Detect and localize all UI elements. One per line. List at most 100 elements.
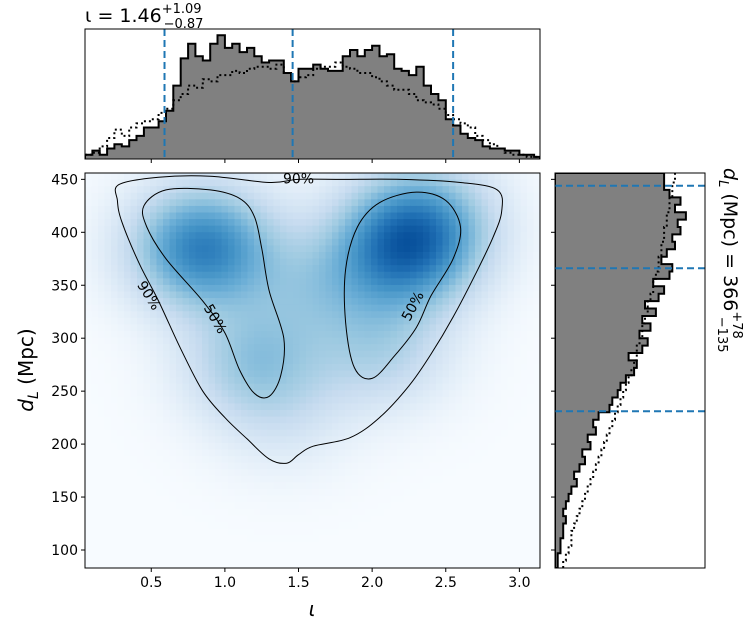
heatmap-cell — [345, 383, 353, 391]
heatmap-cell — [273, 212, 281, 220]
heatmap-cell — [364, 377, 372, 385]
heatmap-cell — [332, 482, 340, 490]
heatmap-cell — [442, 304, 450, 312]
heatmap-cell — [371, 561, 379, 568]
heatmap-cell — [481, 423, 489, 431]
heatmap-cell — [254, 383, 262, 391]
heatmap-cell — [260, 508, 268, 516]
heatmap-cell — [475, 383, 483, 391]
heatmap-cell — [221, 396, 229, 405]
heatmap-cell — [130, 436, 138, 444]
heatmap-cell — [475, 475, 483, 484]
heatmap-cell — [273, 232, 281, 240]
heatmap-cell — [228, 271, 236, 279]
heatmap-cell — [520, 528, 528, 536]
heatmap-cell — [299, 561, 307, 568]
heatmap-cell — [494, 469, 502, 477]
heatmap-cell — [130, 311, 138, 319]
heatmap-cell — [403, 199, 411, 207]
heatmap-cell — [501, 238, 509, 247]
heatmap-cell — [221, 403, 229, 411]
heatmap-cell — [455, 469, 463, 477]
heatmap-cell — [247, 515, 255, 523]
heatmap-cell — [533, 324, 540, 332]
heatmap-cell — [527, 179, 535, 187]
heatmap-cell — [371, 212, 379, 220]
heatmap-cell — [215, 383, 223, 391]
heatmap-cell — [416, 265, 424, 273]
heatmap-cell — [202, 291, 210, 299]
heatmap-cell — [117, 416, 125, 424]
heatmap-cell — [215, 317, 223, 326]
heatmap-cell — [202, 324, 210, 332]
heatmap-cell — [319, 442, 327, 451]
heatmap-cell — [130, 502, 138, 510]
heatmap-cell — [410, 219, 418, 227]
heatmap-cell — [319, 410, 327, 418]
heatmap-cell — [182, 462, 190, 470]
heatmap-cell — [273, 508, 281, 516]
heatmap-cell — [169, 449, 177, 457]
heatmap-cell — [377, 278, 385, 286]
heatmap-cell — [228, 186, 236, 194]
heatmap-cell — [111, 192, 119, 200]
heatmap-cell — [293, 383, 301, 391]
heatmap-cell — [111, 390, 119, 398]
heatmap-cell — [481, 436, 489, 444]
heatmap-cell — [416, 350, 424, 358]
heatmap-cell — [449, 357, 457, 365]
heatmap-cell — [520, 192, 528, 200]
heatmap-cell — [384, 219, 392, 227]
heatmap-cell — [390, 429, 398, 437]
heatmap-cell — [442, 436, 450, 444]
heatmap-cell — [111, 212, 119, 220]
heatmap-cell — [384, 350, 392, 358]
heatmap-cell — [117, 561, 125, 568]
heatmap-cell — [208, 363, 216, 372]
heatmap-cell — [397, 238, 405, 247]
heatmap-cell — [169, 456, 177, 464]
heatmap-cell — [195, 423, 203, 431]
heatmap-cell — [221, 298, 229, 306]
heatmap-cell — [91, 298, 99, 306]
heatmap-cell — [306, 521, 314, 530]
heatmap-cell — [494, 502, 502, 510]
heatmap-cell — [228, 192, 236, 200]
heatmap-cell — [527, 324, 535, 332]
heatmap-cell — [494, 541, 502, 549]
heatmap-cell — [85, 271, 93, 279]
heatmap-cell — [494, 548, 502, 556]
heatmap-cell — [397, 278, 405, 286]
heatmap-cell — [429, 462, 437, 470]
heatmap-cell — [325, 410, 333, 418]
heatmap-cell — [189, 258, 197, 266]
heatmap-cell — [371, 436, 379, 444]
heatmap-cell — [91, 304, 99, 312]
heatmap-cell — [247, 541, 255, 549]
heatmap-cell — [169, 298, 177, 306]
heatmap-cell — [228, 238, 236, 247]
heatmap-cell — [390, 232, 398, 240]
heatmap-cell — [345, 258, 353, 266]
heatmap-cell — [169, 423, 177, 431]
heatmap-cell — [390, 436, 398, 444]
heatmap-cell — [442, 429, 450, 437]
heatmap-cell — [514, 225, 522, 233]
heatmap-cell — [501, 258, 509, 266]
heatmap-cell — [143, 475, 151, 484]
heatmap-cell — [410, 462, 418, 470]
heatmap-cell — [481, 311, 489, 319]
heatmap-cell — [319, 304, 327, 312]
heatmap-cell — [98, 502, 106, 510]
heatmap-cell — [533, 173, 540, 181]
heatmap-cell — [449, 363, 457, 372]
heatmap-cell — [273, 205, 281, 214]
heatmap-cell — [364, 205, 372, 214]
heatmap-cell — [299, 383, 307, 391]
heatmap-cell — [182, 271, 190, 279]
heatmap-cell — [124, 489, 132, 497]
heatmap-cell — [241, 548, 249, 556]
heatmap-cell — [117, 541, 125, 549]
heatmap-cell — [390, 554, 398, 563]
heatmap-cell — [247, 258, 255, 266]
